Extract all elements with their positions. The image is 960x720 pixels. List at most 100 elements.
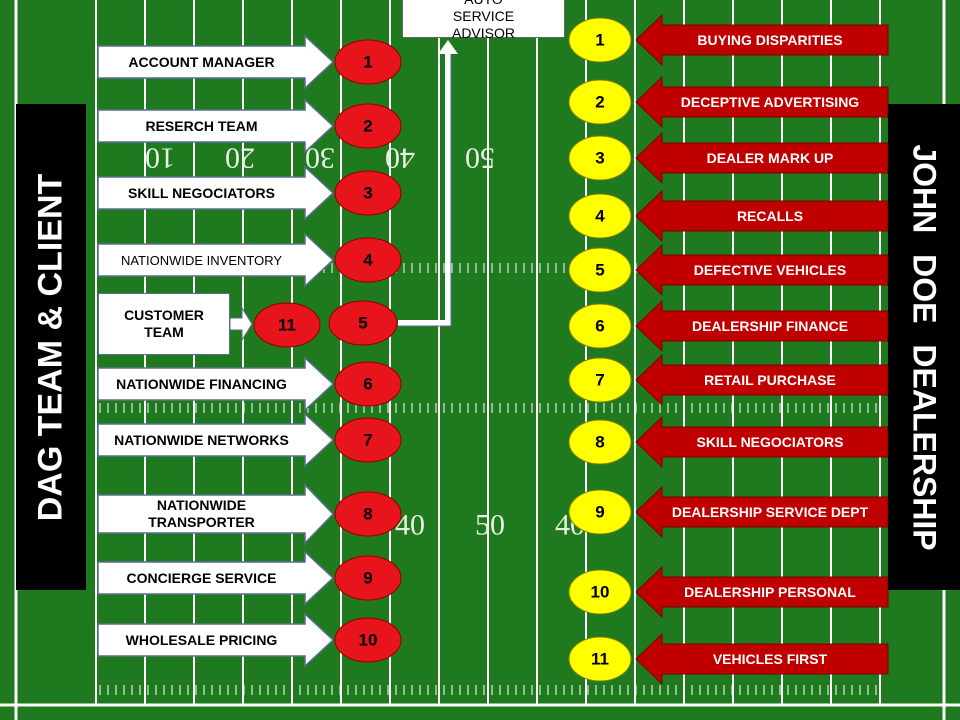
arrow <box>635 485 889 539</box>
arrow <box>635 75 889 129</box>
circle-number: 7 <box>363 431 372 450</box>
circle-number: 3 <box>595 149 604 168</box>
number-circle <box>334 170 402 216</box>
number-circle <box>334 417 402 463</box>
number-circle <box>568 193 632 239</box>
number-circle <box>568 303 632 349</box>
circle-number: 10 <box>591 583 610 602</box>
circle-number: 3 <box>363 184 372 203</box>
arrow <box>97 412 335 468</box>
number-circle <box>568 135 632 181</box>
arrow-label: DECEPTIVE ADVERTISING <box>680 93 860 110</box>
connector-head <box>438 40 458 54</box>
left-panel <box>16 104 86 590</box>
circle-number: 5 <box>595 261 604 280</box>
circle-number: 11 <box>278 316 296 335</box>
circle-number: 4 <box>595 207 605 226</box>
arrow <box>97 34 335 90</box>
left-panel-title: DAG TEAM & CLIENT <box>16 104 86 590</box>
arrow-label: NATIONWIDE TRANSPORTER <box>148 497 255 530</box>
circle-number: 11 <box>591 650 609 669</box>
connector <box>398 52 451 326</box>
circle-number: 2 <box>363 117 372 136</box>
arrow-label: ACCOUNT MANAGER <box>128 53 275 70</box>
arrow-label: DEALERSHIP SERVICE DEPT <box>671 503 869 520</box>
number-circle <box>334 237 402 283</box>
circle-number: 9 <box>595 503 604 522</box>
advisor-box: AUTO SERVICE ADVISOR <box>402 0 565 41</box>
number-circle <box>568 357 632 403</box>
arrow-label: NATIONWIDE INVENTORY <box>120 252 283 268</box>
number-circle <box>568 636 632 682</box>
right-panel <box>888 104 960 590</box>
arrow-label: CONCIERGE SERVICE <box>126 569 277 586</box>
number-circle <box>568 247 632 293</box>
arrow-label: DEALER MARK UP <box>706 149 834 166</box>
arrow <box>635 131 889 185</box>
number-circle <box>253 302 321 348</box>
yard-number: 50 <box>465 142 495 175</box>
circle-number: 9 <box>363 569 372 588</box>
arrow <box>97 98 335 154</box>
arrow <box>635 189 889 243</box>
circle-number: 10 <box>359 631 378 650</box>
arrow <box>635 13 889 67</box>
arrow <box>97 550 335 606</box>
circle-number: 1 <box>363 53 372 72</box>
arrow-label: VEHICLES FIRST <box>712 650 828 667</box>
circle-number: 1 <box>595 31 604 50</box>
arrow-label: WHOLESALE PRICING <box>125 631 278 648</box>
circle-number: 4 <box>363 251 373 270</box>
number-circle <box>568 419 632 465</box>
number-circle <box>334 555 402 601</box>
arrow <box>635 299 889 353</box>
number-circle <box>568 569 632 615</box>
yard-number: 50 <box>475 509 505 542</box>
arrow <box>97 165 335 221</box>
arrow-label: RETAIL PURCHASE <box>704 371 836 388</box>
arrow <box>97 612 335 668</box>
arrow-label: SKILL NEGOCIATORS <box>127 184 275 201</box>
left-panel-text: DAG TEAM & CLIENT <box>31 173 70 521</box>
arrow-label: DEFECTIVE VEHICLES <box>693 261 847 278</box>
number-circle <box>334 361 402 407</box>
team-box: CUSTOMER TEAM <box>98 293 230 355</box>
arrow-label: SKILL NEGOCIATORS <box>696 433 844 450</box>
arrow <box>635 565 889 619</box>
arrow-label: BUYING DISPARITIES <box>697 31 843 48</box>
arrow-label: RECALLS <box>736 207 804 224</box>
arrow-label: DEALERSHIP PERSONAL <box>684 583 856 600</box>
arrow-label: NATIONWIDE NETWORKS <box>114 431 289 448</box>
arrow <box>97 232 335 288</box>
connector-edge <box>398 52 452 327</box>
arrow <box>97 356 335 412</box>
yard-number: 20 <box>225 142 255 175</box>
right-panel-text: JOHN DOE DEALERSHIP <box>906 143 943 551</box>
circle-number: 5 <box>358 314 367 333</box>
yard-number: 10 <box>145 142 175 175</box>
number-circle <box>568 17 632 63</box>
arrow <box>635 353 889 407</box>
arrow-label: NATIONWIDE FINANCING <box>116 375 287 392</box>
arrow <box>229 306 253 342</box>
number-circle <box>334 39 402 85</box>
number-circle <box>334 617 402 663</box>
arrow-label: RESERCH TEAM <box>145 117 258 134</box>
number-circle <box>334 103 402 149</box>
number-circle <box>568 79 632 125</box>
right-panel-title: JOHN DOE DEALERSHIP <box>888 104 960 590</box>
arrow <box>97 483 335 545</box>
number-circle <box>328 300 398 346</box>
circle-number: 6 <box>363 375 372 394</box>
circle-number: 6 <box>595 317 604 336</box>
arrow-label: DEALERSHIP FINANCE <box>691 317 849 334</box>
arrow <box>635 632 889 686</box>
arrow <box>635 415 889 469</box>
arrow <box>635 243 889 297</box>
circle-number: 8 <box>595 433 604 452</box>
number-circle <box>334 491 402 537</box>
circle-number: 2 <box>595 93 604 112</box>
circle-number: 8 <box>363 505 372 524</box>
